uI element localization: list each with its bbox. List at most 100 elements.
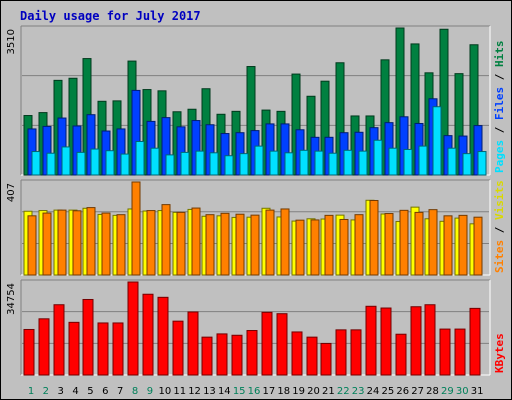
x-tick-label-day-27: 27 xyxy=(411,386,424,397)
bar-pages-day-6 xyxy=(105,150,115,176)
x-tick-label-day-14: 14 xyxy=(218,386,231,397)
bar-sites-day-22 xyxy=(339,218,349,276)
bar-pages-day-4 xyxy=(76,151,86,176)
bar-pages-day-2 xyxy=(46,152,56,176)
legend-entry-files: Files xyxy=(493,87,506,120)
bar-sites-day-6 xyxy=(101,212,111,276)
bar-kbytes-day-29 xyxy=(439,328,451,376)
x-tick-label-day-24: 24 xyxy=(367,386,380,397)
bar-pages-day-1 xyxy=(31,151,41,176)
bar-kbytes-day-27 xyxy=(410,306,422,376)
bar-pages-day-26 xyxy=(403,148,413,176)
bar-sites-day-31 xyxy=(473,216,483,276)
bar-pages-day-22 xyxy=(343,149,353,176)
x-tick-label-day-25: 25 xyxy=(382,386,395,397)
bar-sites-day-10 xyxy=(161,204,171,276)
bar-pages-day-19 xyxy=(299,149,309,176)
x-tick-label-day-11: 11 xyxy=(173,386,186,397)
bar-kbytes-day-7 xyxy=(112,322,124,376)
bar-sites-day-18 xyxy=(280,208,290,276)
bar-pages-day-11 xyxy=(180,151,190,176)
x-tick-label-day-8: 8 xyxy=(132,386,138,397)
bar-pages-day-12 xyxy=(195,150,205,176)
bar-pages-day-31 xyxy=(477,151,487,176)
x-tick-label-day-20: 20 xyxy=(307,386,320,397)
bar-kbytes-day-11 xyxy=(172,320,184,376)
bar-kbytes-day-12 xyxy=(187,311,199,376)
x-tick-label-day-15: 15 xyxy=(233,386,246,397)
x-tick-label-day-13: 13 xyxy=(203,386,216,397)
legend-separator: / xyxy=(493,120,506,140)
bar-kbytes-day-2 xyxy=(38,318,50,376)
x-tick-label-day-16: 16 xyxy=(248,386,261,397)
bar-sites-day-11 xyxy=(176,211,186,276)
bar-pages-day-28 xyxy=(432,106,442,176)
bar-kbytes-day-6 xyxy=(97,322,109,376)
bar-sites-day-25 xyxy=(384,213,394,276)
x-tick-label-day-5: 5 xyxy=(87,386,93,397)
bar-pages-day-24 xyxy=(373,139,383,176)
bar-kbytes-day-26 xyxy=(395,333,407,376)
bar-sites-day-28 xyxy=(428,209,438,276)
bar-sites-day-20 xyxy=(310,219,320,276)
bar-pages-day-14 xyxy=(224,155,234,176)
bar-kbytes-day-16 xyxy=(246,330,258,376)
bar-sites-day-21 xyxy=(324,214,334,276)
bar-sites-day-23 xyxy=(354,214,364,276)
legend-traffic: KBytes xyxy=(493,333,506,373)
bar-pages-day-23 xyxy=(358,150,368,176)
bar-sites-day-30 xyxy=(458,214,468,276)
bar-kbytes-day-10 xyxy=(157,296,169,376)
x-tick-label-day-21: 21 xyxy=(322,386,335,397)
bar-kbytes-day-22 xyxy=(335,329,347,376)
x-tick-label-day-26: 26 xyxy=(396,386,409,397)
bar-pages-day-18 xyxy=(284,152,294,176)
bar-kbytes-day-24 xyxy=(365,305,377,376)
bar-pages-day-10 xyxy=(165,154,175,176)
bar-kbytes-day-4 xyxy=(68,321,80,376)
bar-kbytes-day-25 xyxy=(380,307,392,376)
ymax-label-traffic: 34754 xyxy=(6,283,17,315)
bar-kbytes-day-21 xyxy=(320,342,332,376)
legend-requests: Pages / Files / Hits xyxy=(493,41,506,174)
bar-sites-day-24 xyxy=(369,200,379,276)
bar-kbytes-day-30 xyxy=(454,328,466,376)
x-tick-label-day-9: 9 xyxy=(147,386,153,397)
bar-sites-day-3 xyxy=(57,209,67,276)
legend-entry-sites: Sites xyxy=(493,240,506,273)
x-tick-label-day-22: 22 xyxy=(337,386,350,397)
bar-kbytes-day-23 xyxy=(350,329,362,376)
bar-pages-day-29 xyxy=(447,147,457,176)
bar-kbytes-day-17 xyxy=(261,311,273,376)
bar-sites-day-5 xyxy=(86,207,96,276)
ymax-label-requests: 3510 xyxy=(6,29,17,54)
bar-kbytes-day-9 xyxy=(142,293,154,376)
bar-sites-day-19 xyxy=(295,219,305,276)
bar-pages-day-15 xyxy=(239,153,249,176)
x-tick-label-day-28: 28 xyxy=(426,386,439,397)
chart-title: Daily usage for July 2017 xyxy=(20,9,201,23)
bar-sites-day-8 xyxy=(131,181,141,276)
x-tick-label-day-29: 29 xyxy=(441,386,454,397)
x-tick-label-day-10: 10 xyxy=(158,386,171,397)
bar-sites-day-1 xyxy=(27,215,37,276)
legend-separator: / xyxy=(493,67,506,87)
bar-pages-day-8 xyxy=(135,140,145,176)
x-tick-label-day-6: 6 xyxy=(102,386,108,397)
bar-pages-day-20 xyxy=(314,150,324,176)
bar-kbytes-day-13 xyxy=(201,336,213,376)
bar-pages-day-30 xyxy=(462,153,472,176)
bar-pages-day-25 xyxy=(388,147,398,176)
bar-kbytes-day-31 xyxy=(469,307,481,376)
legend-entry-pages: Pages xyxy=(493,140,506,173)
bar-sites-day-7 xyxy=(116,214,126,276)
bar-kbytes-day-19 xyxy=(291,331,303,376)
bar-kbytes-day-14 xyxy=(216,333,228,376)
bar-sites-day-17 xyxy=(265,209,275,276)
bar-sites-day-27 xyxy=(414,211,424,276)
bar-sites-day-14 xyxy=(220,212,230,276)
bar-kbytes-day-3 xyxy=(53,304,65,376)
legend-visits: Sites / Visits xyxy=(493,180,506,273)
x-tick-label-day-31: 31 xyxy=(471,386,484,397)
